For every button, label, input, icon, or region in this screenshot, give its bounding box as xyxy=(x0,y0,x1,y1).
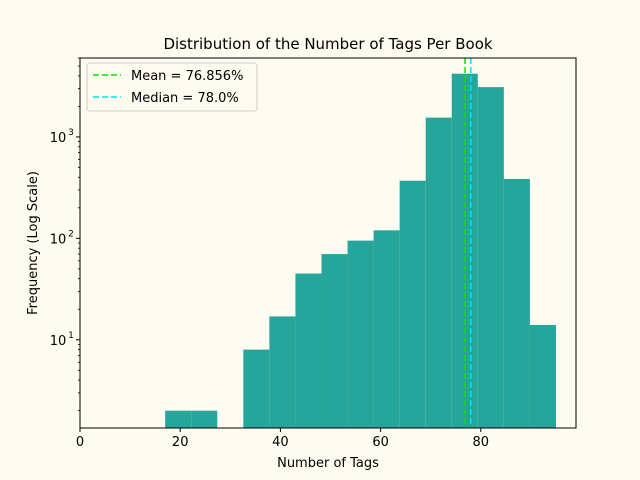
histogram-bar xyxy=(373,230,400,428)
y-tick-exponent: 2 xyxy=(68,229,74,239)
histogram-bar xyxy=(529,324,556,428)
y-axis-label: Frequency (Log Scale) xyxy=(26,171,41,315)
y-tick-label: 10 xyxy=(50,334,67,349)
histogram-bar xyxy=(425,117,452,429)
x-axis-label: Number of Tags xyxy=(277,456,379,471)
bars-group xyxy=(165,73,556,429)
x-axis-ticks: 0 20 40 60 80 xyxy=(76,428,489,450)
legend-box xyxy=(86,62,258,112)
x-tick-label: 0 xyxy=(76,435,84,450)
legend-mean-label: Mean = 76.856% xyxy=(131,69,243,84)
y-tick-label: 10 xyxy=(50,131,67,146)
histogram-bar xyxy=(191,410,218,428)
histogram-bar xyxy=(243,349,270,428)
histogram-bar xyxy=(165,410,192,428)
x-tick-label: 80 xyxy=(473,435,490,450)
histogram-bar xyxy=(347,240,374,428)
x-tick-label: 20 xyxy=(172,435,189,450)
y-tick-exponent: 1 xyxy=(68,331,74,341)
histogram-bar xyxy=(321,254,348,428)
y-tick-exponent: 3 xyxy=(68,128,74,138)
legend: Mean = 76.856% Median = 78.0% xyxy=(86,62,258,112)
x-tick-label: 40 xyxy=(272,435,289,450)
histogram-bar xyxy=(477,87,504,429)
chart-title: Distribution of the Number of Tags Per B… xyxy=(163,35,492,53)
histogram-bar xyxy=(399,180,426,428)
x-tick-label: 60 xyxy=(372,435,389,450)
reference-lines-group xyxy=(464,58,472,428)
y-tick-label: 10 xyxy=(50,232,67,247)
legend-median-label: Median = 78.0% xyxy=(131,91,239,106)
histogram-bar xyxy=(269,316,296,428)
histogram-bar xyxy=(295,273,322,428)
histogram-bar xyxy=(503,178,530,428)
